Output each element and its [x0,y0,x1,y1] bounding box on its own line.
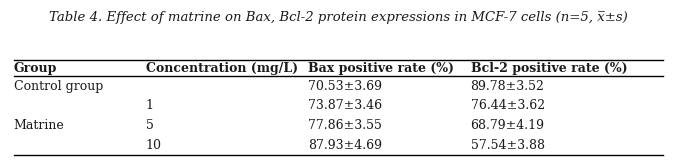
Text: 5: 5 [146,119,154,132]
Text: 76.44±3.62: 76.44±3.62 [471,99,544,112]
Text: Table 4. Effect of matrine on Bax, Bcl-2 protein expressions in MCF-7 cells (n=5: Table 4. Effect of matrine on Bax, Bcl-2… [49,11,628,24]
Text: 70.53±3.69: 70.53±3.69 [308,80,382,93]
Text: 73.87±3.46: 73.87±3.46 [308,99,382,112]
Text: 87.93±4.69: 87.93±4.69 [308,139,382,152]
Text: 77.86±3.55: 77.86±3.55 [308,119,382,132]
Text: 68.79±4.19: 68.79±4.19 [471,119,544,132]
Text: 57.54±3.88: 57.54±3.88 [471,139,544,152]
Text: 10: 10 [146,139,162,152]
Text: Bax positive rate (%): Bax positive rate (%) [308,62,454,75]
Text: Concentration (mg/L): Concentration (mg/L) [146,62,298,75]
Text: Control group: Control group [14,80,103,93]
Text: 89.78±3.52: 89.78±3.52 [471,80,544,93]
Text: 1: 1 [146,99,154,112]
Text: Group: Group [14,62,57,75]
Text: Matrine: Matrine [14,119,64,132]
Text: Bcl-2 positive rate (%): Bcl-2 positive rate (%) [471,62,627,75]
